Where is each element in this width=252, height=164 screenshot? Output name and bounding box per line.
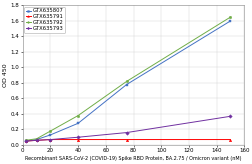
GTX635792 bbox=[35, 138, 38, 140]
GTX635792 bbox=[76, 114, 79, 116]
Line: GTX635791: GTX635791 bbox=[24, 138, 231, 142]
Legend: GTX635807, GTX635791, GTX635792, GTX635793: GTX635807, GTX635791, GTX635792, GTX6357… bbox=[24, 7, 65, 33]
GTX635792 bbox=[24, 139, 27, 141]
GTX635793 bbox=[24, 140, 27, 142]
GTX635793 bbox=[35, 139, 38, 141]
Y-axis label: OD 450: OD 450 bbox=[4, 63, 8, 87]
GTX635793 bbox=[124, 132, 128, 133]
GTX635793 bbox=[49, 139, 52, 141]
GTX635792 bbox=[124, 80, 128, 82]
GTX635792 bbox=[228, 16, 231, 18]
GTX635807 bbox=[49, 134, 52, 136]
GTX635807 bbox=[35, 139, 38, 141]
GTX635807 bbox=[76, 122, 79, 124]
GTX635791 bbox=[124, 139, 128, 141]
GTX635807 bbox=[124, 83, 128, 85]
GTX635791 bbox=[76, 139, 79, 141]
Line: GTX635793: GTX635793 bbox=[24, 115, 231, 142]
X-axis label: Recombinant SARS-CoV-2 (COVID-19) Spike RBD Protein, BA.2.75 / Omicron variant (: Recombinant SARS-CoV-2 (COVID-19) Spike … bbox=[25, 155, 241, 161]
GTX635791 bbox=[35, 139, 38, 141]
GTX635791 bbox=[228, 139, 231, 141]
Line: GTX635792: GTX635792 bbox=[24, 16, 231, 142]
Line: GTX635807: GTX635807 bbox=[24, 20, 231, 142]
GTX635793 bbox=[228, 115, 231, 117]
GTX635792 bbox=[49, 130, 52, 132]
GTX635807 bbox=[228, 20, 231, 22]
GTX635791 bbox=[49, 139, 52, 141]
GTX635807 bbox=[24, 140, 27, 142]
GTX635791 bbox=[24, 140, 27, 142]
GTX635793 bbox=[76, 136, 79, 138]
